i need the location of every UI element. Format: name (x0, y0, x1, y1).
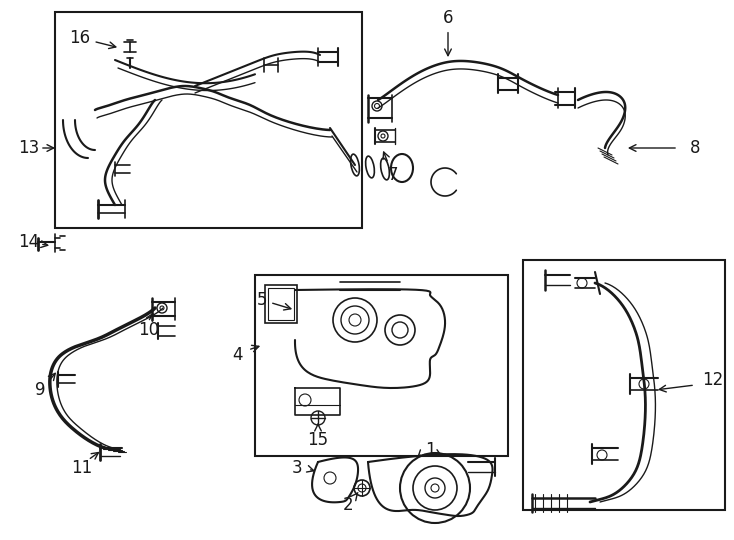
Text: 9: 9 (35, 381, 46, 399)
Text: 2: 2 (343, 492, 358, 514)
Bar (268, 288, 294, 320)
Text: 3: 3 (291, 459, 302, 477)
Text: 12: 12 (702, 371, 723, 389)
Text: 10: 10 (138, 321, 159, 339)
Text: 6: 6 (443, 9, 454, 56)
Bar (255, 275, 508, 456)
Text: 11: 11 (71, 459, 92, 477)
Bar (523, 260, 725, 510)
Text: 13: 13 (18, 139, 39, 157)
Text: 16: 16 (70, 29, 116, 49)
Text: 14: 14 (18, 233, 39, 251)
Bar (265, 285, 297, 323)
Bar (55, 12, 362, 228)
Text: 15: 15 (308, 424, 329, 449)
Text: 1: 1 (425, 441, 435, 459)
Text: 4: 4 (232, 346, 242, 364)
Text: 5: 5 (257, 291, 291, 310)
Text: 7: 7 (383, 152, 399, 184)
Text: 8: 8 (690, 139, 700, 157)
